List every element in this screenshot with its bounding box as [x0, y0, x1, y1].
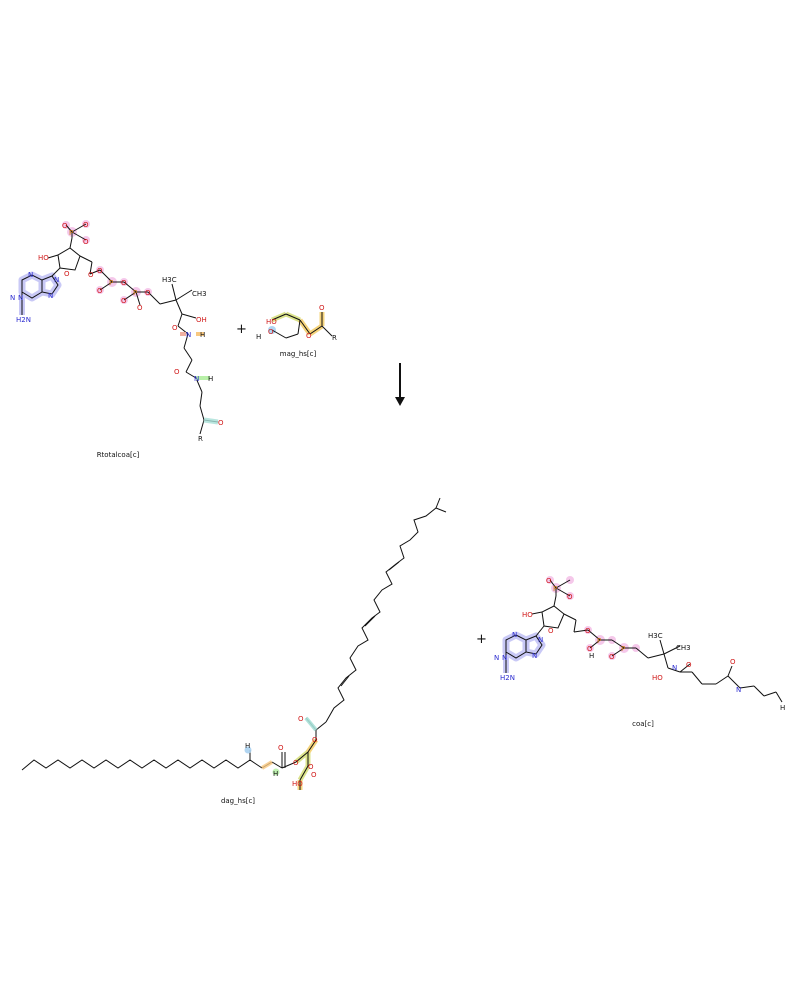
atom-label: O: [587, 645, 593, 653]
dag-glycerol: [294, 716, 327, 790]
atom-label: O: [306, 332, 312, 340]
atom-label: H: [208, 375, 213, 383]
dag-horizontal-chain: [21, 746, 297, 776]
molecule-dag: H H O O O O O O HO dag_hs[c]: [21, 497, 447, 805]
atom-label: O: [83, 238, 89, 246]
atom-label: O: [121, 297, 127, 305]
atom-label: H: [589, 652, 594, 660]
atom-label: CH3: [192, 290, 207, 298]
atom-label: H3C: [648, 632, 663, 640]
atom-label: P: [597, 637, 601, 645]
atom-label: O: [172, 324, 178, 332]
molecule-coa: N N N N N H2N HO O O O P P P O O O H3C C…: [494, 576, 785, 728]
molecule-name-rtotalcoa: Rtotalcoa[c]: [97, 451, 140, 459]
plus-sign: +: [476, 632, 487, 647]
atom-label: HO: [292, 780, 303, 788]
molecule-mag: HO H O O O R mag_hs[c]: [256, 304, 337, 358]
atom-label: N: [672, 664, 677, 672]
pantetheine-chain: [159, 283, 219, 435]
atom-label: O: [278, 744, 284, 752]
atom-label: HO: [522, 611, 533, 619]
atom-label: H: [273, 770, 278, 778]
molecule-name-coa: coa[c]: [632, 720, 654, 728]
atom-label: O: [97, 267, 103, 275]
atom-label: N: [48, 292, 53, 300]
atom-label: O: [686, 661, 692, 669]
atom-label: O: [137, 304, 143, 312]
atom-label: H: [245, 742, 250, 750]
atom-label: O: [585, 627, 591, 635]
ribose: [47, 237, 93, 275]
atom-label: O: [174, 368, 180, 376]
atom-label: O: [268, 328, 274, 336]
atom-label: N: [10, 294, 15, 302]
atom-label: N: [194, 375, 199, 383]
atom-label: P: [553, 585, 557, 593]
atom-label: O: [121, 279, 127, 287]
molecule-name-mag: mag_hs[c]: [280, 350, 317, 358]
atom-label: HO: [38, 254, 49, 262]
atom-label: N: [18, 294, 23, 302]
atom-label: R: [332, 334, 337, 342]
atom-label: N: [28, 271, 33, 279]
atom-label: O: [64, 270, 70, 278]
atom-label: O: [293, 759, 299, 767]
reaction-arrow: [395, 363, 405, 406]
plus-sign: +: [236, 322, 247, 337]
atom-label: O: [567, 593, 573, 601]
atom-label: O: [83, 221, 89, 229]
atom-label: N: [54, 276, 59, 284]
atom-label: P: [133, 289, 137, 297]
phosphate-3prime: [62, 220, 90, 244]
atom-label: O: [88, 271, 94, 279]
dag-atom-labels: H H O O O O O O HO: [245, 715, 318, 788]
diphosphate: [89, 266, 161, 306]
atom-label: O: [97, 287, 103, 295]
atom-label: H2N: [16, 316, 31, 324]
atom-label: HO: [266, 318, 277, 326]
molecule-rtotalcoa: N N N N N H2N HO O O O O P P P O O O O O…: [10, 220, 224, 459]
atom-label: O: [312, 736, 318, 744]
atom-label: H: [256, 333, 261, 341]
atom-label: O: [548, 627, 554, 635]
atom-label: O: [62, 222, 68, 230]
atom-label: O: [609, 653, 615, 661]
rtotalcoa-atom-labels: N N N N N H2N HO O O O O P P P O O O O O…: [10, 221, 224, 443]
atom-label: O: [311, 771, 317, 779]
atom-label: H: [200, 331, 205, 339]
atom-label: N: [532, 652, 537, 660]
molecule-name-dag: dag_hs[c]: [221, 797, 255, 805]
atom-label: N: [502, 654, 507, 662]
atom-label: O: [145, 289, 151, 297]
atom-label: HO: [652, 674, 663, 682]
atom-label: O: [319, 304, 325, 312]
atom-label: H: [780, 704, 785, 712]
atom-label: O: [730, 658, 736, 666]
atom-label: O: [308, 763, 314, 771]
atom-label: N: [186, 331, 191, 339]
atom-label: H3C: [162, 276, 177, 284]
atom-label: P: [109, 279, 113, 287]
atom-label: N: [538, 636, 543, 644]
atom-label: N: [736, 686, 741, 694]
atom-label: O: [298, 715, 304, 723]
atom-label: O: [546, 577, 552, 585]
atom-label: N: [494, 654, 499, 662]
atom-label: P: [69, 229, 73, 237]
adenine-bonds: [21, 267, 61, 315]
atom-label: O: [218, 419, 224, 427]
atom-label: H2N: [500, 674, 515, 682]
atom-label: N: [512, 631, 517, 639]
atom-label: OH: [196, 316, 207, 324]
atom-label: R: [198, 435, 203, 443]
atom-label: CH3: [676, 644, 691, 652]
atom-label: P: [621, 645, 625, 653]
dag-vertical-chain: [325, 497, 447, 723]
